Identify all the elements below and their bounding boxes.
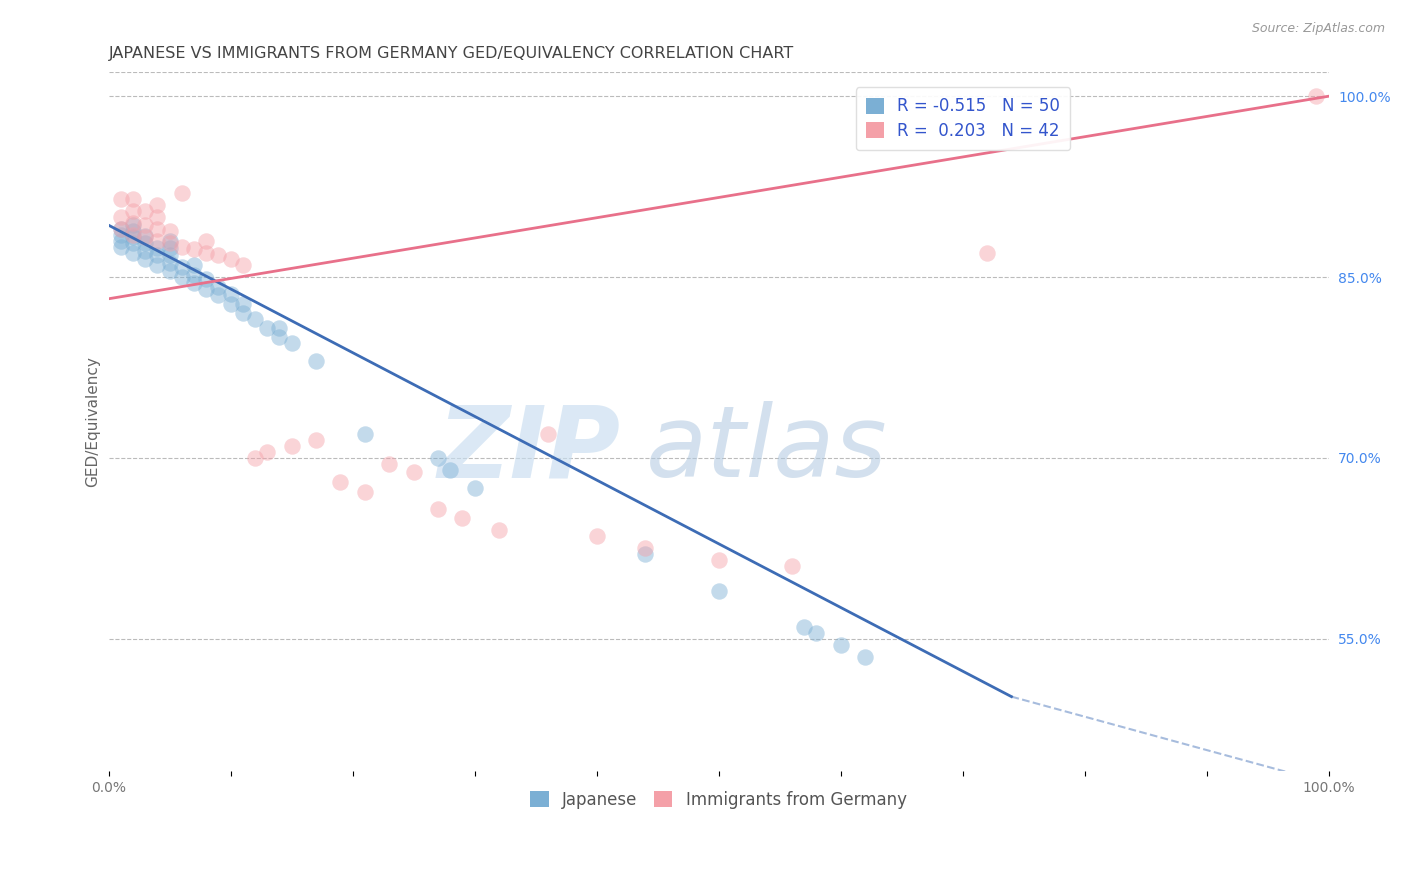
Point — [170, 240, 193, 254]
Point — [122, 230, 145, 244]
Point — [183, 268, 205, 282]
Point — [146, 258, 169, 272]
Point — [207, 248, 229, 262]
Point — [537, 426, 560, 441]
Point — [1305, 89, 1327, 103]
Point — [110, 192, 132, 206]
Point — [183, 258, 205, 272]
Text: ZIP: ZIP — [439, 401, 621, 499]
Point — [219, 252, 242, 266]
Point — [243, 450, 266, 465]
Point — [634, 547, 657, 561]
Point — [353, 426, 375, 441]
Point — [146, 234, 169, 248]
Legend: Japanese, Immigrants from Germany: Japanese, Immigrants from Germany — [524, 784, 914, 815]
Point — [305, 354, 328, 368]
Point — [195, 246, 218, 260]
Point — [634, 541, 657, 556]
Point — [170, 260, 193, 275]
Point — [269, 320, 291, 334]
Point — [195, 282, 218, 296]
Point — [219, 287, 242, 301]
Point — [806, 625, 828, 640]
Point — [122, 246, 145, 260]
Point — [146, 222, 169, 236]
Text: JAPANESE VS IMMIGRANTS FROM GERMANY GED/EQUIVALENCY CORRELATION CHART: JAPANESE VS IMMIGRANTS FROM GERMANY GED/… — [108, 46, 794, 62]
Point — [122, 236, 145, 251]
Point — [195, 234, 218, 248]
Point — [110, 240, 132, 254]
Point — [195, 272, 218, 286]
Point — [207, 288, 229, 302]
Point — [122, 216, 145, 230]
Point — [134, 218, 156, 232]
Point — [183, 276, 205, 290]
Point — [110, 227, 132, 242]
Point — [402, 466, 425, 480]
Point — [793, 620, 815, 634]
Point — [110, 234, 132, 248]
Point — [122, 203, 145, 218]
Point — [159, 255, 181, 269]
Point — [159, 234, 181, 248]
Point — [451, 511, 474, 525]
Point — [159, 236, 181, 251]
Point — [110, 222, 132, 236]
Point — [853, 649, 876, 664]
Point — [146, 241, 169, 255]
Point — [780, 559, 803, 574]
Point — [122, 224, 145, 238]
Point — [134, 230, 156, 244]
Text: atlas: atlas — [645, 401, 887, 499]
Point — [707, 553, 730, 567]
Point — [707, 583, 730, 598]
Point — [134, 244, 156, 258]
Point — [159, 264, 181, 278]
Point — [280, 336, 302, 351]
Point — [353, 484, 375, 499]
Point — [146, 198, 169, 212]
Point — [134, 229, 156, 244]
Point — [269, 330, 291, 344]
Point — [110, 210, 132, 224]
Point — [329, 475, 352, 489]
Point — [243, 312, 266, 326]
Point — [378, 457, 401, 471]
Point — [146, 248, 169, 262]
Point — [488, 523, 510, 537]
Point — [170, 270, 193, 285]
Point — [464, 481, 486, 495]
Point — [830, 638, 852, 652]
Point — [232, 258, 254, 272]
Point — [427, 501, 450, 516]
Point — [976, 246, 998, 260]
Point — [170, 186, 193, 200]
Point — [134, 236, 156, 251]
Point — [183, 243, 205, 257]
Y-axis label: GED/Equivalency: GED/Equivalency — [86, 356, 100, 487]
Point — [427, 450, 450, 465]
Point — [280, 439, 302, 453]
Point — [159, 248, 181, 262]
Point — [232, 296, 254, 310]
Point — [122, 218, 145, 232]
Point — [146, 210, 169, 224]
Point — [256, 445, 278, 459]
Point — [110, 222, 132, 236]
Point — [439, 463, 461, 477]
Text: Source: ZipAtlas.com: Source: ZipAtlas.com — [1251, 22, 1385, 36]
Point — [219, 296, 242, 310]
Point — [159, 241, 181, 255]
Point — [207, 279, 229, 293]
Point — [122, 227, 145, 242]
Point — [134, 252, 156, 266]
Point — [305, 433, 328, 447]
Point — [159, 224, 181, 238]
Point — [232, 306, 254, 320]
Point — [122, 192, 145, 206]
Point — [585, 529, 607, 543]
Point — [256, 320, 278, 334]
Point — [134, 203, 156, 218]
